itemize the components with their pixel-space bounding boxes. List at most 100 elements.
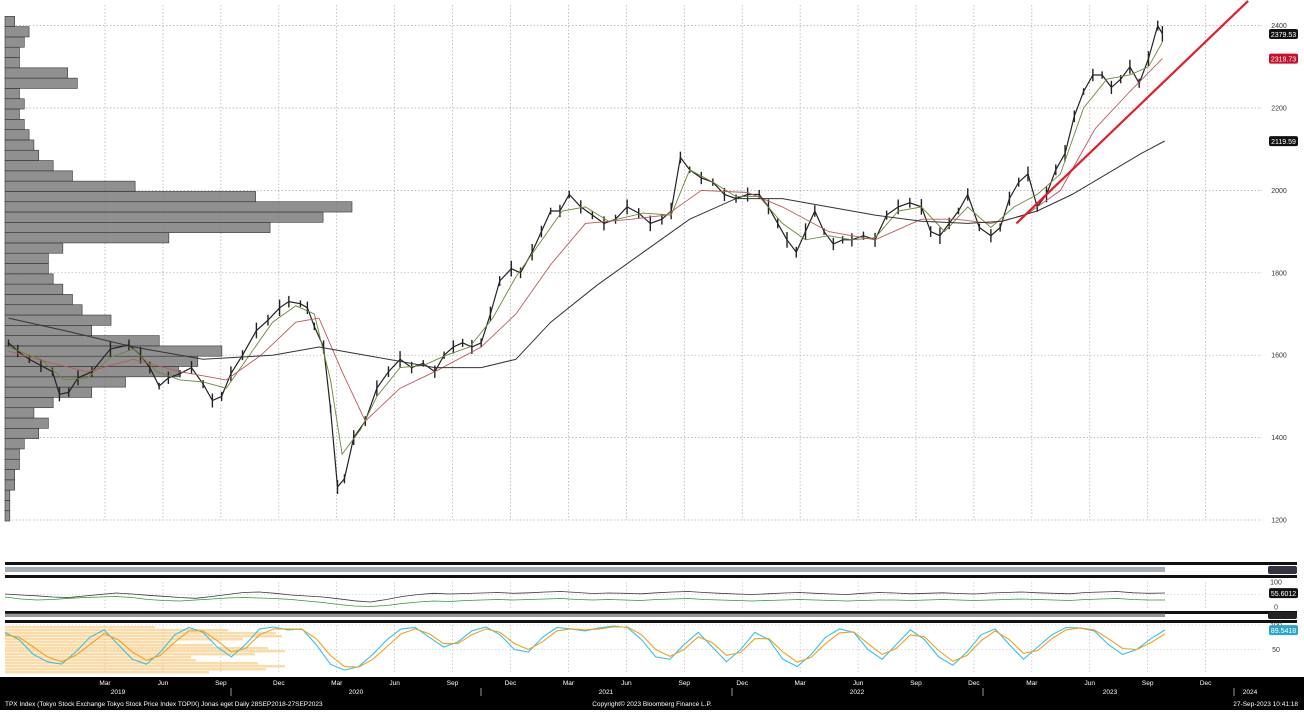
x-month-label: Jun [621,680,632,687]
volume-profile-bar [4,160,54,172]
volume-profile-bar [4,376,126,388]
volume-profile-bar [4,510,11,522]
x-month-label: Dec [273,680,285,687]
footer-timestamp-text: 27-Sep-2023 10:41:18 [1233,701,1298,708]
volume-profile-bar [4,304,83,316]
volume-profile-bar [4,479,15,491]
x-month-label: Dec [968,680,980,687]
footer-copyright-text: Copyright© 2023 Bloomberg Finance L.P. [592,700,712,708]
stoch-profile-bar [5,662,258,665]
panel-separator [5,575,1297,578]
volume-profile-bar [4,180,136,192]
volume-profile-bar [4,448,20,460]
volume-profile-bar [4,345,223,357]
x-year-label: 2024 [1243,689,1258,696]
volume-profile-bar [4,500,11,512]
volume-profile-bar [4,26,30,38]
x-year-label: 2022 [850,689,865,696]
x-month-label: Jun [158,680,169,687]
volume-profile-bar [4,428,40,439]
x-month-label: Mar [99,680,111,687]
y-tick-label: 2200 [1271,106,1287,113]
volume-profile-bar [4,98,25,110]
volume-profile-bar [4,170,73,182]
volume-profile-bar [4,283,64,295]
x-month-label: Mar [563,680,575,687]
last-value-label: 89.5418 [1271,628,1296,635]
volume-profile-bar [4,273,54,285]
stoch-profile-bar [5,626,155,629]
x-month-label: Jun [853,680,864,687]
x-year-label: 2023 [1103,689,1118,696]
volume-profile-bar [4,119,25,130]
x-month-label: Sep [678,680,690,687]
volume-profile-bar [4,438,25,450]
stochastic-panel: 5010089.5418 [4,623,1298,674]
y-tick-label: 1800 [1271,270,1287,277]
volume-profile-bar [4,458,20,470]
x-month-label: Mar [1026,680,1038,687]
time-axis-bar [0,677,1304,697]
last-value-label: 55.6012 [1271,591,1296,598]
oscillator-line [4,591,1166,603]
x-month-label: Mar [331,680,343,687]
x-month-label: Sep [215,680,227,687]
x-year-label: 2021 [599,689,614,696]
volume-profile-bar [4,397,54,409]
stoch-profile-bar [5,671,209,674]
volume-profile-bar [4,77,78,89]
x-month-label: Jun [389,680,400,687]
y-tick-label: 100 [1270,580,1282,587]
volume-profile-bar [4,252,49,264]
x-month-label: Sep [447,680,459,687]
last-value-tag [1269,29,1298,40]
stoch-profile-bar [5,629,228,632]
stoch-profile-bar [5,665,285,668]
mini-strip [5,613,1165,617]
volume-profile-bar [4,489,11,501]
volume-profile-bar [4,191,256,203]
footer: TPX Index (Tokyo Stock Exchange Tokyo St… [0,697,1304,710]
last-value-label: 2379.53 [1271,32,1296,39]
volume-profile-bar [4,139,35,151]
stoch-profile-bar [5,647,268,650]
x-month-label: Jun [1085,680,1096,687]
volume-profile-bar [4,201,353,213]
grid [5,5,1262,674]
footer-security-text: TPX Index (Tokyo Stock Exchange Tokyo St… [5,701,323,708]
last-value-tag [1269,136,1298,147]
x-month-label: Dec [736,680,748,687]
trendline [1015,0,1249,225]
y-tick-label: 2400 [1271,23,1287,30]
volume-profile-bar [4,417,49,429]
mini-value-tag [1268,566,1297,574]
stoch-profile-bar [5,653,255,656]
volume-profile-bar [4,242,64,254]
price-line [8,24,1163,489]
volume-profile-bar [4,108,20,120]
volume-profile-bar [4,222,271,233]
x-month-label: Dec [505,680,517,687]
x-month-label: Sep [1142,680,1154,687]
last-value-tag [1269,53,1298,64]
stoch-d-line [4,626,1166,668]
stoch-profile-bar [5,638,243,641]
mini-value-tag [1268,612,1297,619]
y-tick-label: 1600 [1271,353,1287,360]
volume-profile-bar [4,263,49,275]
y-tick-label: 1200 [1271,518,1287,525]
stoch-profile-bar [5,656,191,659]
last-value-label: 2119.59 [1271,139,1296,146]
stoch-profile-bar [5,635,282,638]
volume-profile-bar [4,36,25,48]
stoch-profile-bar [5,641,173,644]
volume-profile-bar [4,129,30,141]
ma-long-line [8,140,1165,369]
volume-profile-bar [4,16,15,27]
volume-profile-bar [4,46,20,58]
price-y-axis: 1200 1400 1600 1800 2000 2200 2400 2379.53 2319.… [1269,23,1298,525]
panel-separator [5,611,1297,614]
volume-profile-bar [4,232,170,244]
stoch-profile-bar [5,668,266,671]
y-tick-label: 1400 [1271,435,1287,442]
